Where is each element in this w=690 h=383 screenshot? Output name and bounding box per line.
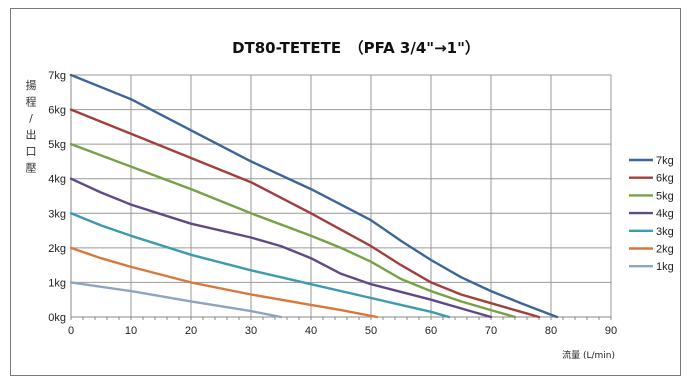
series-line-4kg <box>69 177 493 319</box>
chart-title: DT80-TETETE （PFA 3/4"→1"） <box>232 39 480 57</box>
legend-item-7kg: 7kg <box>629 155 674 167</box>
y-tick-label: 2kg <box>48 243 66 255</box>
legend-label: 7kg <box>656 155 674 167</box>
x-axis-label: 流量 (L/min) <box>562 349 615 361</box>
y-tick-label: 0kg <box>48 312 66 324</box>
x-tick-label: 50 <box>365 325 377 337</box>
legend-item-5kg: 5kg <box>629 190 674 202</box>
legend-label: 5kg <box>656 190 674 202</box>
x-tick-label: 70 <box>485 325 497 337</box>
legend-item-6kg: 6kg <box>629 173 674 185</box>
series-lines <box>69 73 559 319</box>
x-tick-label: 30 <box>245 325 257 337</box>
x-tick-label: 90 <box>605 325 617 337</box>
x-tick-label: 80 <box>545 325 557 337</box>
legend-item-1kg: 1kg <box>629 261 674 273</box>
series-line-2kg <box>69 246 379 319</box>
y-axis-label-char: 口 <box>26 145 37 158</box>
legend-label: 2kg <box>656 244 674 256</box>
x-tick-label: 20 <box>185 325 197 337</box>
legend-label: 4kg <box>656 208 674 220</box>
y-axis-label-char: 壓 <box>26 162 37 175</box>
legend-item-3kg: 3kg <box>629 226 674 238</box>
x-tick-label: 60 <box>425 325 437 337</box>
y-axis-label-char: / <box>29 112 33 125</box>
chart-frame: DT80-TETETE （PFA 3/4"→1"） 0 10 20 30 40 50 60 7… <box>10 8 681 376</box>
y-tick-label: 5kg <box>48 139 66 151</box>
x-tick-label: 0 <box>68 325 74 337</box>
y-axis-label-char: 程 <box>26 96 37 109</box>
x-tick-label: 10 <box>125 325 137 337</box>
chart-svg: DT80-TETETE （PFA 3/4"→1"） 0 10 20 30 40 50 60 7… <box>26 39 674 361</box>
axes: 0 10 20 30 40 50 60 70 80 90 0kg 1kg 2kg 3kg 4kg 5kg 6kg… <box>48 70 617 337</box>
x-tick-label: 40 <box>305 325 317 337</box>
legend: 7kg 6kg 5kg 4kg 3kg 2kg 1kg <box>629 155 674 273</box>
legend-label: 1kg <box>656 261 674 273</box>
y-axis-label-char: 出 <box>26 128 37 142</box>
y-tick-label: 4kg <box>48 174 66 186</box>
y-axis-label: 揚程 / 出口壓 <box>26 79 37 175</box>
series-line-7kg <box>69 73 559 319</box>
series-line-5kg <box>69 142 517 319</box>
legend-item-4kg: 4kg <box>629 208 674 220</box>
y-tick-label: 6kg <box>48 105 66 117</box>
legend-item-2kg: 2kg <box>629 244 674 256</box>
legend-label: 6kg <box>656 173 674 185</box>
series-line-1kg <box>69 281 283 319</box>
y-tick-label: 1kg <box>48 277 66 289</box>
series-line-3kg <box>69 212 451 319</box>
y-tick-label: 7kg <box>48 70 66 82</box>
series-line-6kg <box>69 108 541 319</box>
y-axis-label-char: 揚 <box>26 79 37 92</box>
legend-label: 3kg <box>656 226 674 238</box>
y-tick-label: 3kg <box>48 208 66 220</box>
